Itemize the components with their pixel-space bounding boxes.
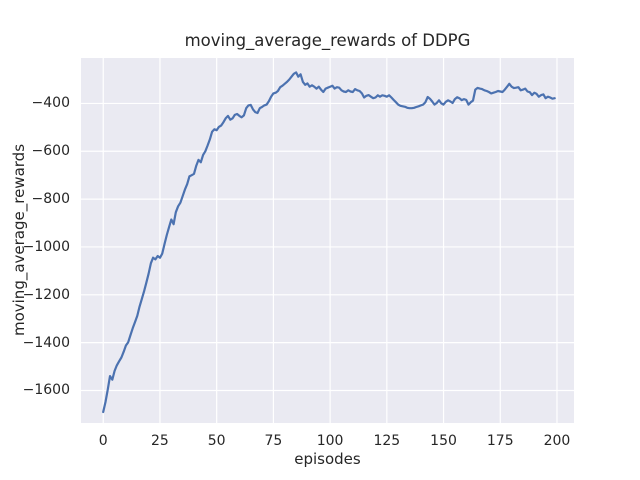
y-tick-label: −600: [31, 143, 70, 160]
y-tick-label: −400: [31, 95, 70, 112]
y-tick-label: −1000: [22, 238, 70, 255]
chart-title: moving_average_rewards of DDPG: [184, 31, 471, 50]
x-tick-label: 25: [151, 433, 169, 449]
x-tick-label: 50: [207, 433, 226, 449]
x-axis-label: episodes: [294, 450, 361, 468]
x-tick-label: 150: [430, 433, 457, 449]
x-tick-label: 125: [373, 433, 401, 449]
y-tick-label: −1200: [22, 286, 70, 303]
axes-background: [81, 58, 574, 423]
x-tick-label: 75: [264, 433, 283, 449]
reward-line-series: [102, 71, 556, 414]
x-tick-label: 100: [316, 433, 344, 449]
x-tick-label: 175: [486, 433, 514, 449]
y-tick-label: −800: [31, 191, 70, 208]
y-tick-label: −1600: [22, 382, 70, 399]
y-tick-label: −1400: [22, 334, 70, 351]
x-tick-label: 200: [543, 433, 571, 449]
x-tick-label: 0: [98, 433, 108, 449]
